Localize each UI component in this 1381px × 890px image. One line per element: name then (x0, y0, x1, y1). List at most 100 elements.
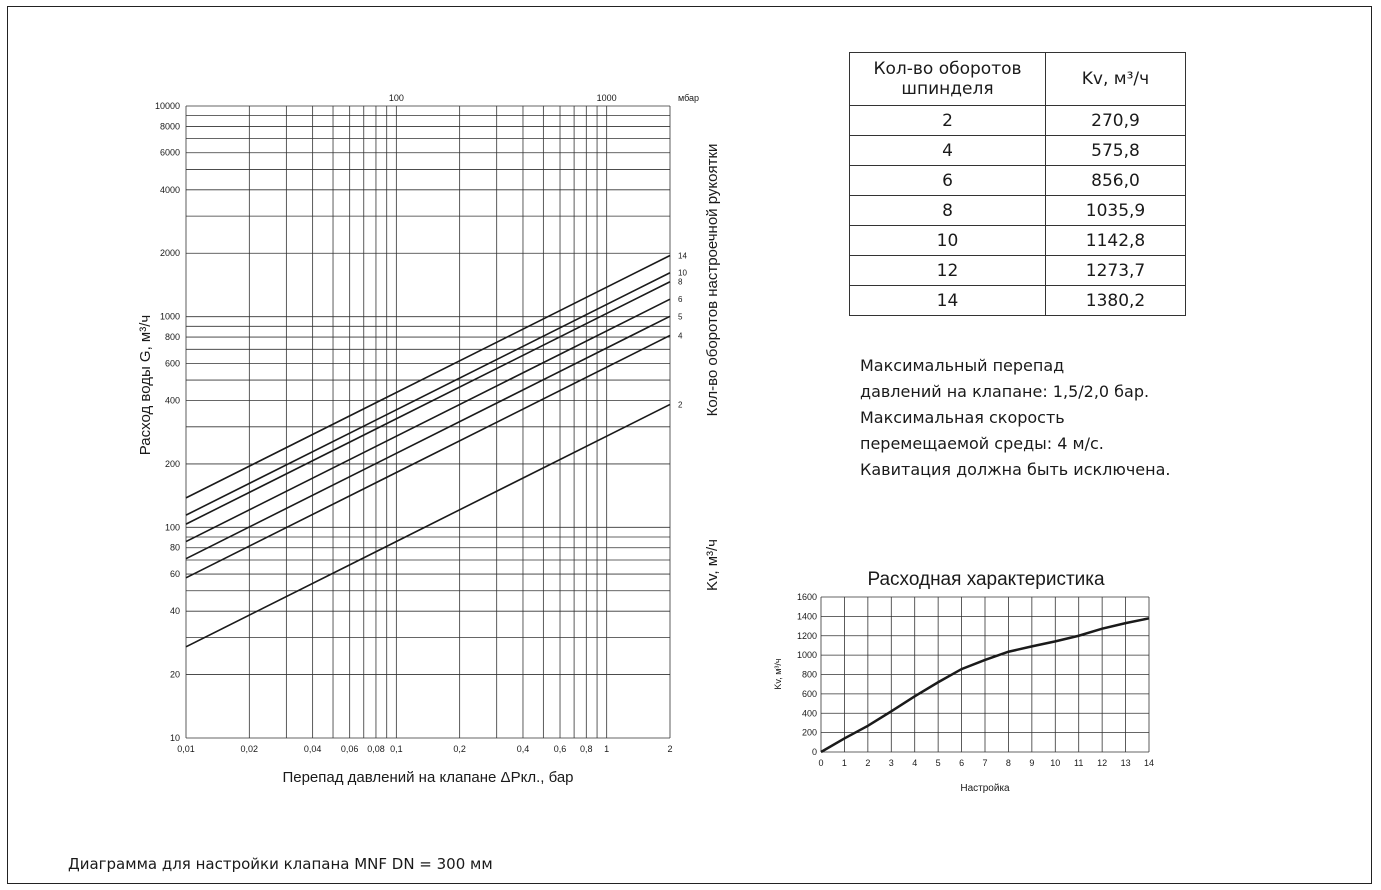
kv-cell: 1380,2 (1045, 285, 1186, 316)
series-line-10 (185, 272, 671, 516)
x-tick-label: 1 (604, 744, 609, 754)
table-row: 4 575,8 (849, 135, 1186, 166)
small-x-tick-label: 9 (1029, 758, 1034, 768)
small-x-tick-label: 8 (1006, 758, 1011, 768)
y-tick-label: 2000 (160, 248, 180, 258)
series-line-6 (185, 298, 671, 543)
table-row: 12 1273,7 (849, 255, 1186, 286)
x-tick-label: 0,04 (304, 744, 322, 754)
main-tick-labels: 0,01 0,02 0,04 0,06 0,08 0,1 0,2 0,4 0,6 0,8 1 2 10 2… (155, 93, 673, 754)
y-tick-label: 60 (170, 569, 180, 579)
y-tick-label: 400 (165, 395, 180, 405)
small-x-tick-label: 11 (1074, 758, 1083, 768)
y-tick-label: 80 (170, 543, 180, 553)
turns-cell: 6 (849, 165, 1046, 196)
right-label-kv: Kv, м³/ч (704, 539, 721, 591)
series-line-4 (185, 334, 671, 579)
x-tick-label: 0,02 (241, 744, 259, 754)
note-line: перемещаемой среды: 4 м/с. (860, 434, 1104, 453)
note-line: давлений на клапане: 1,5/2,0 бар. (860, 382, 1150, 401)
small-x-tick-label: 12 (1097, 758, 1107, 768)
y-tick-label: 4000 (160, 185, 180, 195)
table-row: 6 856,0 (849, 165, 1186, 196)
series-label: 8 (678, 278, 683, 287)
y-tick-label: 40 (170, 606, 180, 616)
series-label: 5 (678, 312, 683, 321)
x-top-tick-label: 100 (389, 93, 404, 103)
y-tick-label: 8000 (160, 121, 180, 131)
x-tick-label: 0,4 (517, 744, 530, 754)
small-x-tick-label: 10 (1050, 758, 1060, 768)
small-chart-title: Расходная характеристика (867, 569, 1105, 590)
series-line-14 (185, 254, 671, 499)
small-y-tick-label: 0 (812, 747, 817, 757)
right-label-turns: Кол-во оборотов настроечной рукоятки (704, 144, 721, 417)
small-x-tick-label: 5 (936, 758, 941, 768)
y-tick-label: 6000 (160, 148, 180, 158)
small-x-axis-label: Настройка (960, 783, 1010, 794)
x-tick-label: 0,2 (453, 744, 466, 754)
y-tick-label: 10 (170, 733, 180, 743)
x-axis-label: Перепад давлений на клапане ΔPкл., бар (282, 769, 573, 786)
notes-block: Максимальный перепад давлений на клапане… (860, 353, 1171, 483)
y-tick-label: 1000 (160, 312, 180, 322)
kv-cell: 1035,9 (1045, 195, 1186, 226)
kv-table-header-turns: Кол-во оборотов шпинделя (849, 52, 1046, 106)
y-tick-label: 600 (165, 358, 180, 368)
small-y-tick-label: 1200 (797, 631, 817, 641)
y-tick-label: 20 (170, 670, 180, 680)
small-y-tick-label: 1400 (797, 611, 817, 621)
small-x-tick-label: 4 (912, 758, 917, 768)
table-row: 10 1142,8 (849, 225, 1186, 256)
small-y-tick-label: 600 (802, 689, 817, 699)
y-tick-label: 10000 (155, 101, 180, 111)
y-tick-label: 100 (165, 522, 180, 532)
small-y-tick-label: 1000 (797, 650, 817, 660)
y-axis-label: Расход воды G, м³/ч (137, 315, 154, 455)
turns-cell: 2 (849, 105, 1046, 136)
series-label: 4 (678, 331, 683, 340)
y-tick-label: 200 (165, 459, 180, 469)
series-label: 14 (678, 251, 687, 260)
kv-table: Кол-во оборотов шпинделя Kv, м³/ч 2 270,9… (849, 52, 1186, 316)
small-chart-line (820, 617, 1150, 754)
kv-cell: 856,0 (1045, 165, 1186, 196)
small-x-tick-label: 6 (959, 758, 964, 768)
table-row: 2 270,9 (849, 105, 1186, 136)
turns-cell: 10 (849, 225, 1046, 256)
small-x-tick-label: 1 (842, 758, 847, 768)
x-tick-label: 2 (667, 744, 672, 754)
diagram-caption: Диаграмма для настройки клапана MNF DN =… (68, 855, 493, 873)
table-row: 14 1380,2 (849, 285, 1186, 316)
x-tick-label: 0,6 (554, 744, 567, 754)
kv-cell: 575,8 (1045, 135, 1186, 166)
kv-cell: 270,9 (1045, 105, 1186, 136)
page-frame (7, 6, 1372, 884)
small-tick-labels: 0 1 2 3 4 5 6 7 8 9 10 11 12 13 1402004006008001000120… (797, 592, 1154, 768)
x-tick-label: 0,1 (390, 744, 403, 754)
note-line: Кавитация должна быть исключена. (860, 460, 1171, 479)
small-x-tick-label: 7 (982, 758, 987, 768)
small-y-tick-label: 200 (802, 728, 817, 738)
series-line-8 (185, 281, 671, 525)
kv-cell: 1142,8 (1045, 225, 1186, 256)
main-series: 14 108 6 5 4 2 (185, 251, 687, 648)
top-unit-label: мбар (678, 93, 699, 103)
note-line: Максимальный перепад (860, 356, 1065, 375)
small-x-tick-label: 3 (889, 758, 894, 768)
kv-table-header-kv: Kv, м³/ч (1045, 52, 1186, 106)
small-x-tick-label: 0 (818, 758, 823, 768)
small-x-tick-label: 14 (1144, 758, 1154, 768)
x-tick-label: 0,01 (177, 744, 195, 754)
main-grid (185, 105, 671, 739)
series-label: 6 (678, 295, 683, 304)
x-tick-label: 0,8 (580, 744, 593, 754)
small-grid (820, 596, 1150, 753)
small-y-axis-label: Kv, м³/ч (773, 658, 783, 690)
small-x-tick-label: 2 (865, 758, 870, 768)
small-y-tick-label: 800 (802, 670, 817, 680)
series-label: 2 (678, 400, 683, 409)
series-label: 10 (678, 269, 687, 278)
